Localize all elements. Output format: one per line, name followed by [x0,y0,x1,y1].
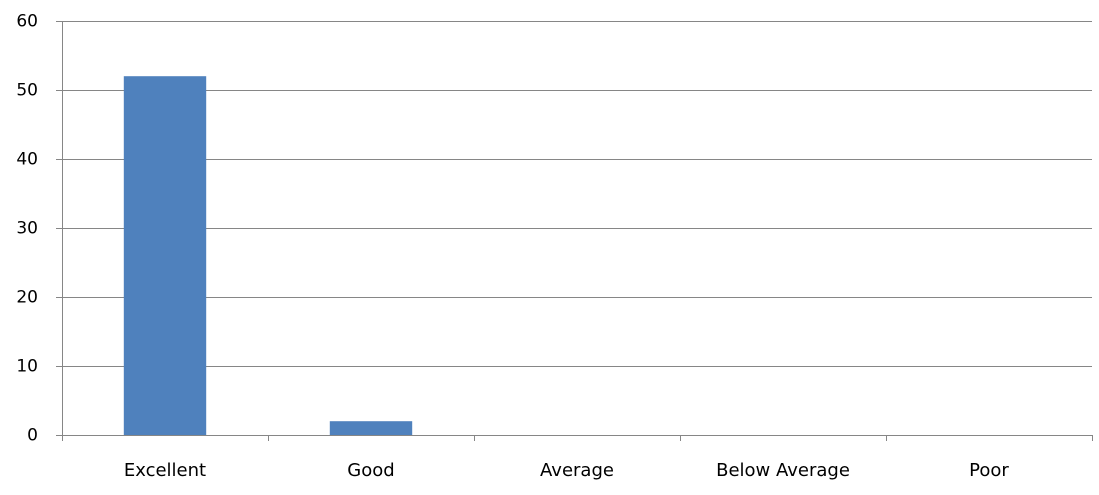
x-tick-label: Below Average [716,460,850,481]
x-tick-label: Average [540,460,614,481]
gridlines [62,21,1092,367]
y-tick-label: 0 [27,426,38,446]
x-tick-label: Good [347,460,394,481]
y-tick-label: 30 [16,219,38,239]
y-tick-label: 10 [16,357,38,377]
y-tick-label: 40 [16,150,38,170]
bars [123,76,413,435]
x-tick-label: Poor [969,460,1009,481]
bar-excellent [123,76,207,435]
y-tick-label: 60 [16,12,38,32]
x-tick-label: Excellent [124,460,206,481]
bar-good [329,421,413,435]
y-tick-label: 50 [16,81,38,101]
x-tick-labels: Excellent Good Average Below Average Poor [124,460,1010,481]
y-tick-label: 20 [16,288,38,308]
y-tick-labels: 0 10 20 30 40 50 60 [16,12,38,446]
axes [56,21,1093,441]
